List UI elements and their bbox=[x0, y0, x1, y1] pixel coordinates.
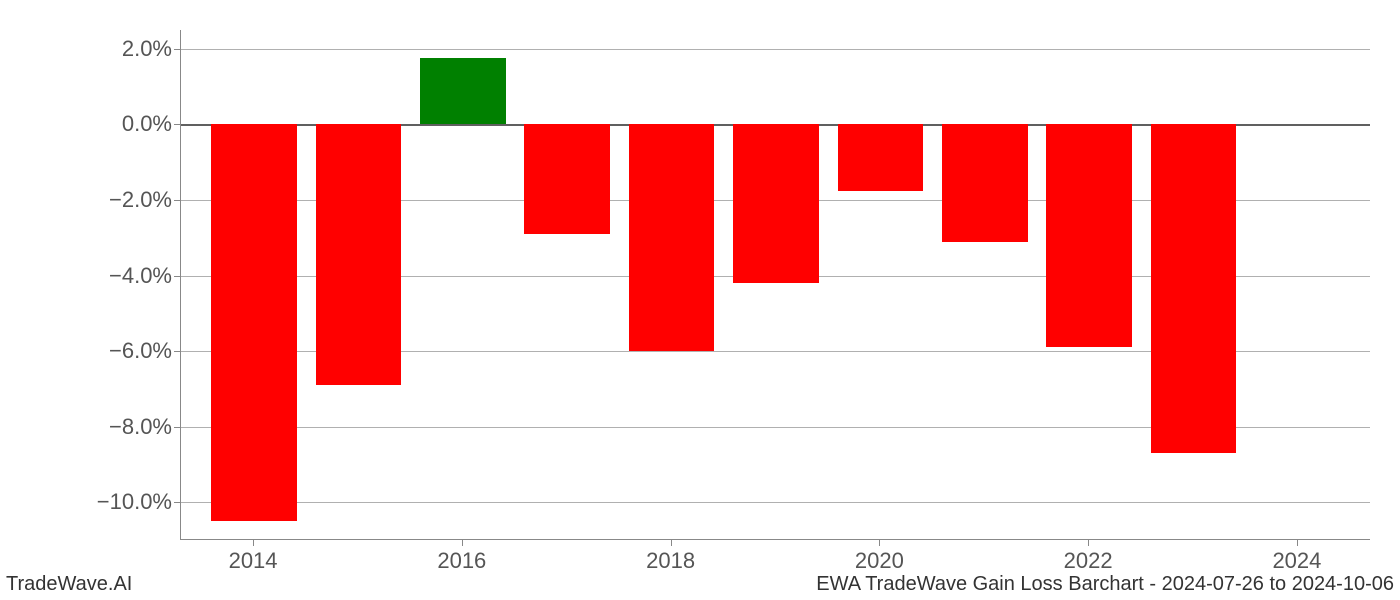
gridline bbox=[181, 49, 1370, 50]
footer-caption: EWA TradeWave Gain Loss Barchart - 2024-… bbox=[816, 573, 1394, 596]
bar bbox=[942, 124, 1028, 241]
x-axis-tick-label: 2018 bbox=[646, 548, 695, 574]
x-axis-tick-mark bbox=[879, 540, 880, 546]
y-axis-tick-mark bbox=[174, 200, 180, 201]
y-axis-tick-mark bbox=[174, 124, 180, 125]
x-axis-tick-label: 2020 bbox=[855, 548, 904, 574]
x-axis-tick-label: 2022 bbox=[1064, 548, 1113, 574]
y-axis-tick-label: 2.0% bbox=[22, 36, 172, 62]
bar bbox=[420, 58, 506, 124]
bar bbox=[838, 124, 924, 190]
y-axis-tick-mark bbox=[174, 276, 180, 277]
bar bbox=[1151, 124, 1237, 453]
gain-loss-barchart: TradeWave.AI EWA TradeWave Gain Loss Bar… bbox=[0, 0, 1400, 600]
x-axis-tick-mark bbox=[1088, 540, 1089, 546]
footer-brand: TradeWave.AI bbox=[6, 573, 132, 596]
bar bbox=[629, 124, 715, 351]
plot-area bbox=[180, 30, 1370, 540]
y-axis-tick-mark bbox=[174, 502, 180, 503]
bar bbox=[1046, 124, 1132, 347]
gridline bbox=[181, 502, 1370, 503]
y-axis-tick-label: −4.0% bbox=[22, 263, 172, 289]
y-axis-tick-label: −6.0% bbox=[22, 338, 172, 364]
y-axis-tick-label: −8.0% bbox=[22, 414, 172, 440]
x-axis-tick-mark bbox=[253, 540, 254, 546]
x-axis-tick-label: 2024 bbox=[1272, 548, 1321, 574]
x-axis-tick-mark bbox=[462, 540, 463, 546]
x-axis-tick-mark bbox=[671, 540, 672, 546]
x-axis-tick-label: 2016 bbox=[437, 548, 486, 574]
y-axis-tick-label: −2.0% bbox=[22, 187, 172, 213]
y-axis-tick-label: −10.0% bbox=[22, 489, 172, 515]
y-axis-tick-label: 0.0% bbox=[22, 111, 172, 137]
bar bbox=[733, 124, 819, 283]
bar bbox=[524, 124, 610, 234]
x-axis-tick-label: 2014 bbox=[229, 548, 278, 574]
y-axis-tick-mark bbox=[174, 427, 180, 428]
y-axis-tick-mark bbox=[174, 49, 180, 50]
x-axis-tick-mark bbox=[1297, 540, 1298, 546]
y-axis-tick-mark bbox=[174, 351, 180, 352]
bar bbox=[211, 124, 297, 521]
bar bbox=[316, 124, 402, 385]
